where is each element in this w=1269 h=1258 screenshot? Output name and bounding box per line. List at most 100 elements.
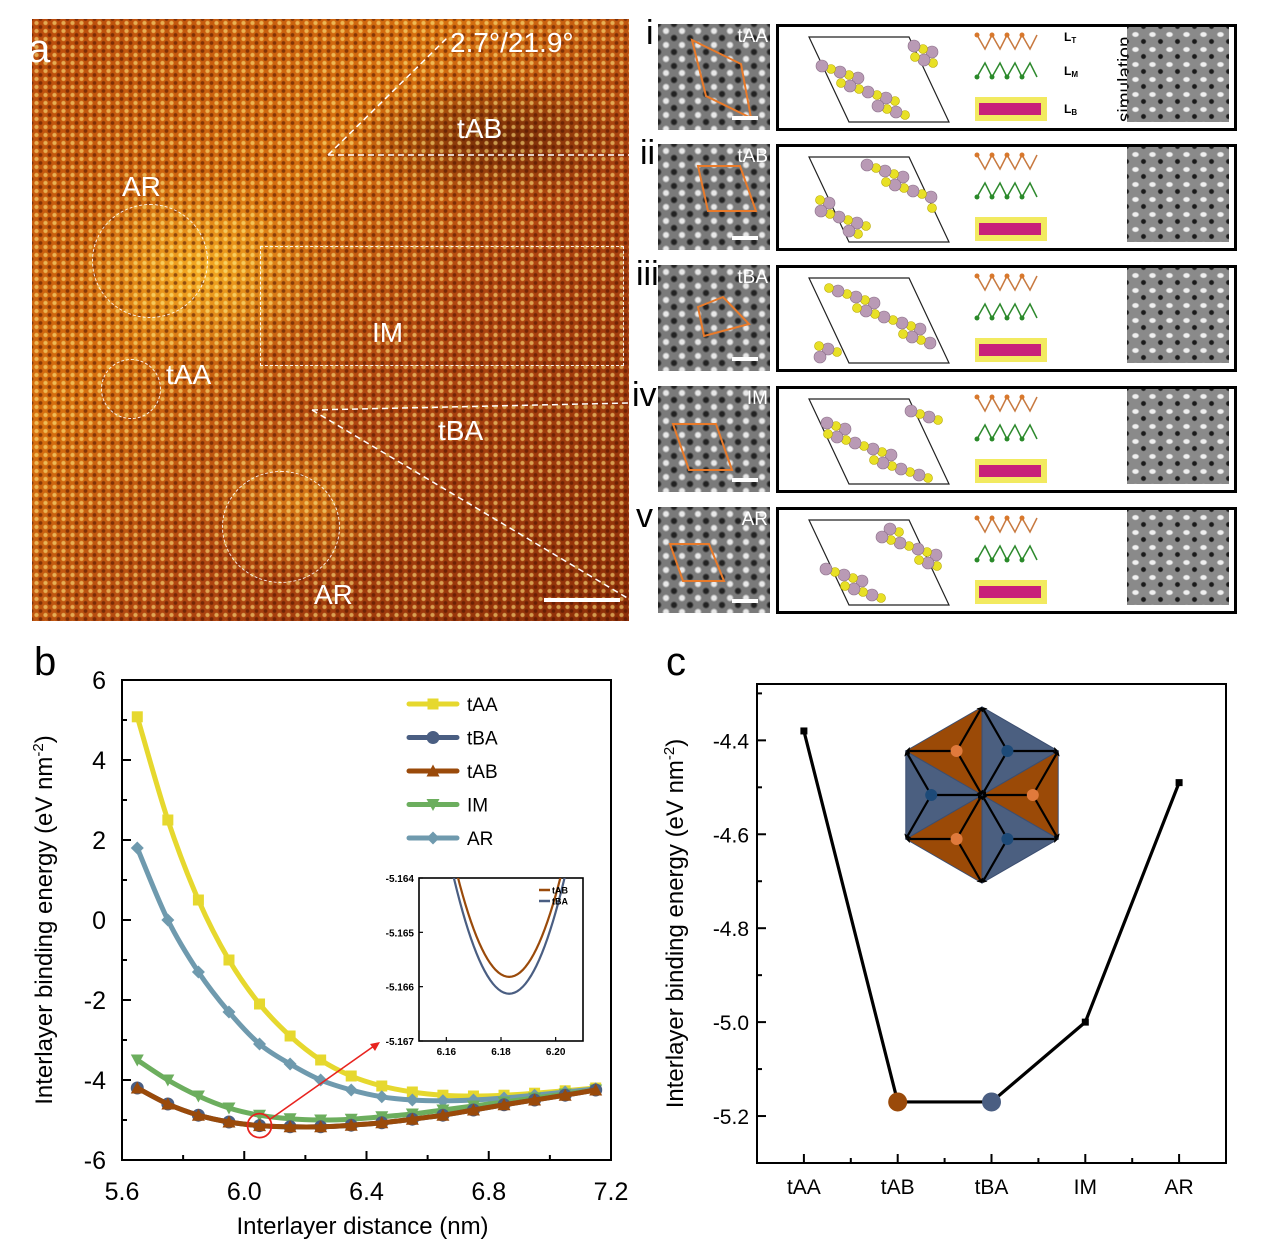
- data-point-tAB: [161, 1097, 175, 1110]
- mid-layer-bond: [976, 61, 993, 78]
- x-tick-label-tAB: tAB: [881, 1176, 915, 1199]
- atom-large: [907, 39, 921, 53]
- stem-scale-bar: [732, 478, 758, 482]
- mid-layer-bond: [1021, 181, 1038, 198]
- atom-small: [898, 329, 908, 339]
- inset-x-tick-label: 6.20: [546, 1047, 566, 1058]
- simulated-image: [1127, 27, 1229, 122]
- atom-large: [923, 336, 937, 350]
- mid-layer-atom: [989, 557, 995, 563]
- displacement-arrow: [983, 750, 1009, 793]
- displacement-arrow: [1031, 794, 1058, 837]
- region-label-tBA: tBA: [438, 415, 484, 446]
- layer-subscript: B: [1071, 108, 1077, 117]
- layer-label-top: LT: [1064, 30, 1076, 45]
- top-layer-bond: [976, 517, 993, 534]
- atom-large: [842, 224, 856, 238]
- y-tick-label: 0: [92, 907, 106, 935]
- highlight-circle: [246, 1112, 273, 1139]
- tAB-boundary-diagonal: [327, 36, 449, 156]
- x-tick-label: 7.2: [594, 1178, 629, 1206]
- data-point-AR: [253, 1037, 267, 1051]
- inset-x-tick-label: 6.18: [491, 1047, 511, 1058]
- stacking-site-dot: [1001, 833, 1014, 845]
- inset-y-tick-label: -5.167: [386, 1037, 415, 1048]
- mid-layer-atom: [974, 315, 980, 321]
- layer-label-mid: LM: [1064, 64, 1078, 79]
- structure-model: [808, 273, 1047, 364]
- structure-model: [808, 152, 1047, 243]
- legend-marker-tBA: [426, 731, 440, 744]
- atom-large: [876, 456, 890, 470]
- region-label-tAB: tAB: [457, 113, 503, 144]
- mid-layer-atom: [974, 194, 980, 200]
- atom-large: [883, 522, 897, 536]
- displacement-arrow: [955, 797, 981, 840]
- atom-large: [820, 416, 834, 430]
- atom-large: [895, 316, 909, 330]
- top-layer-atom: [1019, 515, 1025, 521]
- mid-layer-atom: [1004, 74, 1010, 80]
- atom-large: [837, 568, 851, 582]
- data-point-tAA: [800, 727, 808, 735]
- inset-x-tick-label: 6.16: [437, 1047, 457, 1058]
- mid-layer-atom: [974, 557, 980, 563]
- arrow-head: [904, 833, 912, 839]
- atom-large: [831, 284, 845, 298]
- simulation-texture: [1127, 27, 1229, 122]
- legend-label-tAB: tAB: [467, 762, 498, 783]
- atom-small: [869, 455, 879, 465]
- mid-layer-bond: [976, 181, 993, 198]
- y-tick-label: 6: [92, 667, 106, 695]
- top-layer-bond: [1006, 396, 1023, 413]
- stem-scale-bar: [732, 357, 758, 361]
- y-tick-label: -5.0: [713, 1012, 749, 1035]
- mid-layer-bond: [991, 302, 1008, 319]
- atom-large: [819, 562, 833, 576]
- data-point-tAA: [284, 1030, 296, 1042]
- stem-image-tBA: tBA: [658, 265, 770, 371]
- top-layer-bond: [1021, 154, 1038, 171]
- data-point-tAA: [376, 1080, 388, 1092]
- atom-small: [823, 429, 833, 439]
- data-point-tAB: [191, 1108, 205, 1121]
- atom-small: [881, 177, 891, 187]
- inset-curve-tBA: [452, 878, 566, 995]
- mid-layer-atom: [989, 194, 995, 200]
- arrow-head: [1052, 751, 1060, 757]
- bottom-layer-metal: [979, 223, 1041, 235]
- atom-large: [906, 184, 920, 198]
- series-line-tAB: [136, 1085, 597, 1130]
- layer-label-bot: LB: [1064, 102, 1077, 117]
- mid-layer-bond: [1021, 61, 1038, 78]
- displacement-arrow: [983, 709, 1009, 752]
- atom-small: [836, 78, 846, 88]
- y-tick-label: 4: [92, 747, 106, 775]
- stem-label: tAB: [737, 146, 768, 167]
- unit-cell-rhombus: [696, 165, 758, 212]
- top-layer-bond: [1021, 34, 1038, 51]
- stem-scale-bar: [732, 236, 758, 240]
- y-axis-label-end: ): [31, 735, 58, 743]
- displacement-arrow: [955, 838, 981, 881]
- data-point-tAB: [405, 1112, 419, 1125]
- row-numeral-ii: ii: [640, 134, 656, 172]
- stem-label: tBA: [737, 267, 768, 288]
- row-numeral-v: v: [636, 497, 653, 535]
- data-point-tAB: [283, 1120, 297, 1133]
- zoom-arrow-line: [269, 1045, 375, 1121]
- atom-large: [875, 530, 889, 544]
- atom-large: [861, 85, 875, 99]
- data-point-tAA: [162, 814, 174, 826]
- region-label-AR-lower: AR: [314, 579, 353, 610]
- atom-large: [904, 404, 918, 418]
- mid-layer-bond: [1006, 61, 1023, 78]
- displacement-arrow: [955, 709, 981, 752]
- bottom-layer-metal: [979, 465, 1041, 477]
- y-axis-label-end: ): [662, 739, 689, 747]
- data-point-IM: [130, 1054, 144, 1067]
- x-tick-label-tAA: tAA: [787, 1176, 821, 1199]
- top-layer-atom: [974, 152, 980, 158]
- stem-texture: [658, 24, 770, 130]
- atom-small: [910, 52, 920, 62]
